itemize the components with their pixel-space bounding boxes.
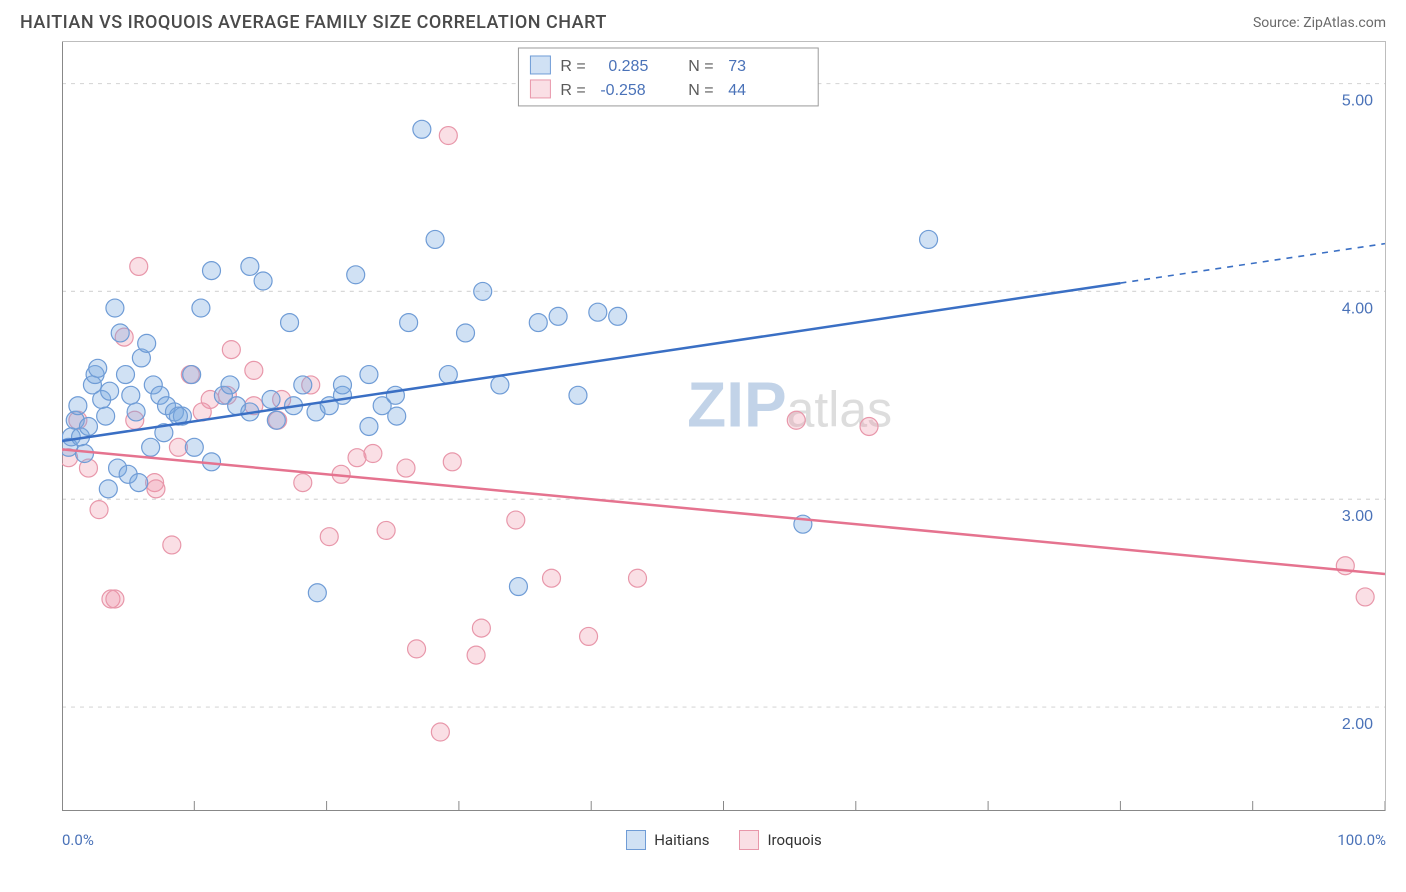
legend-item-iroquois: Iroquois	[739, 830, 821, 850]
legend-label-haitians: Haitians	[654, 831, 709, 849]
legend-swatch-iroquois	[739, 830, 759, 850]
svg-text:N =: N =	[688, 58, 713, 75]
svg-text:R =: R =	[560, 82, 585, 99]
plot-area: 2.003.004.005.00ZIPatlasR =0.285N =73R =…	[62, 41, 1386, 811]
svg-text:44: 44	[728, 82, 746, 99]
legend-label-iroquois: Iroquois	[767, 831, 821, 849]
svg-text:5.00: 5.00	[1342, 93, 1373, 110]
svg-text:2.00: 2.00	[1342, 716, 1373, 733]
svg-text:0.285: 0.285	[608, 58, 648, 75]
bottom-legend: Haitians Iroquois	[62, 830, 1386, 850]
svg-text:4.00: 4.00	[1342, 300, 1373, 317]
svg-text:3.00: 3.00	[1342, 508, 1373, 525]
svg-text:-0.258: -0.258	[600, 82, 645, 99]
svg-text:N =: N =	[688, 82, 713, 99]
chart-title: HAITIAN VS IROQUOIS AVERAGE FAMILY SIZE …	[20, 12, 607, 33]
x-axis: 0.0% 100.0% Haitians Iroquois	[62, 811, 1386, 853]
svg-text:R =: R =	[560, 58, 585, 75]
legend-swatch-haitians	[626, 830, 646, 850]
chart-svg: 2.003.004.005.00ZIPatlasR =0.285N =73R =…	[62, 42, 1385, 811]
legend-item-haitians: Haitians	[626, 830, 709, 850]
svg-text:73: 73	[728, 58, 746, 75]
source-credit: Source: ZipAtlas.com	[1253, 15, 1386, 31]
chart-container: Average Family Size 2.003.004.005.00ZIPa…	[20, 41, 1386, 853]
